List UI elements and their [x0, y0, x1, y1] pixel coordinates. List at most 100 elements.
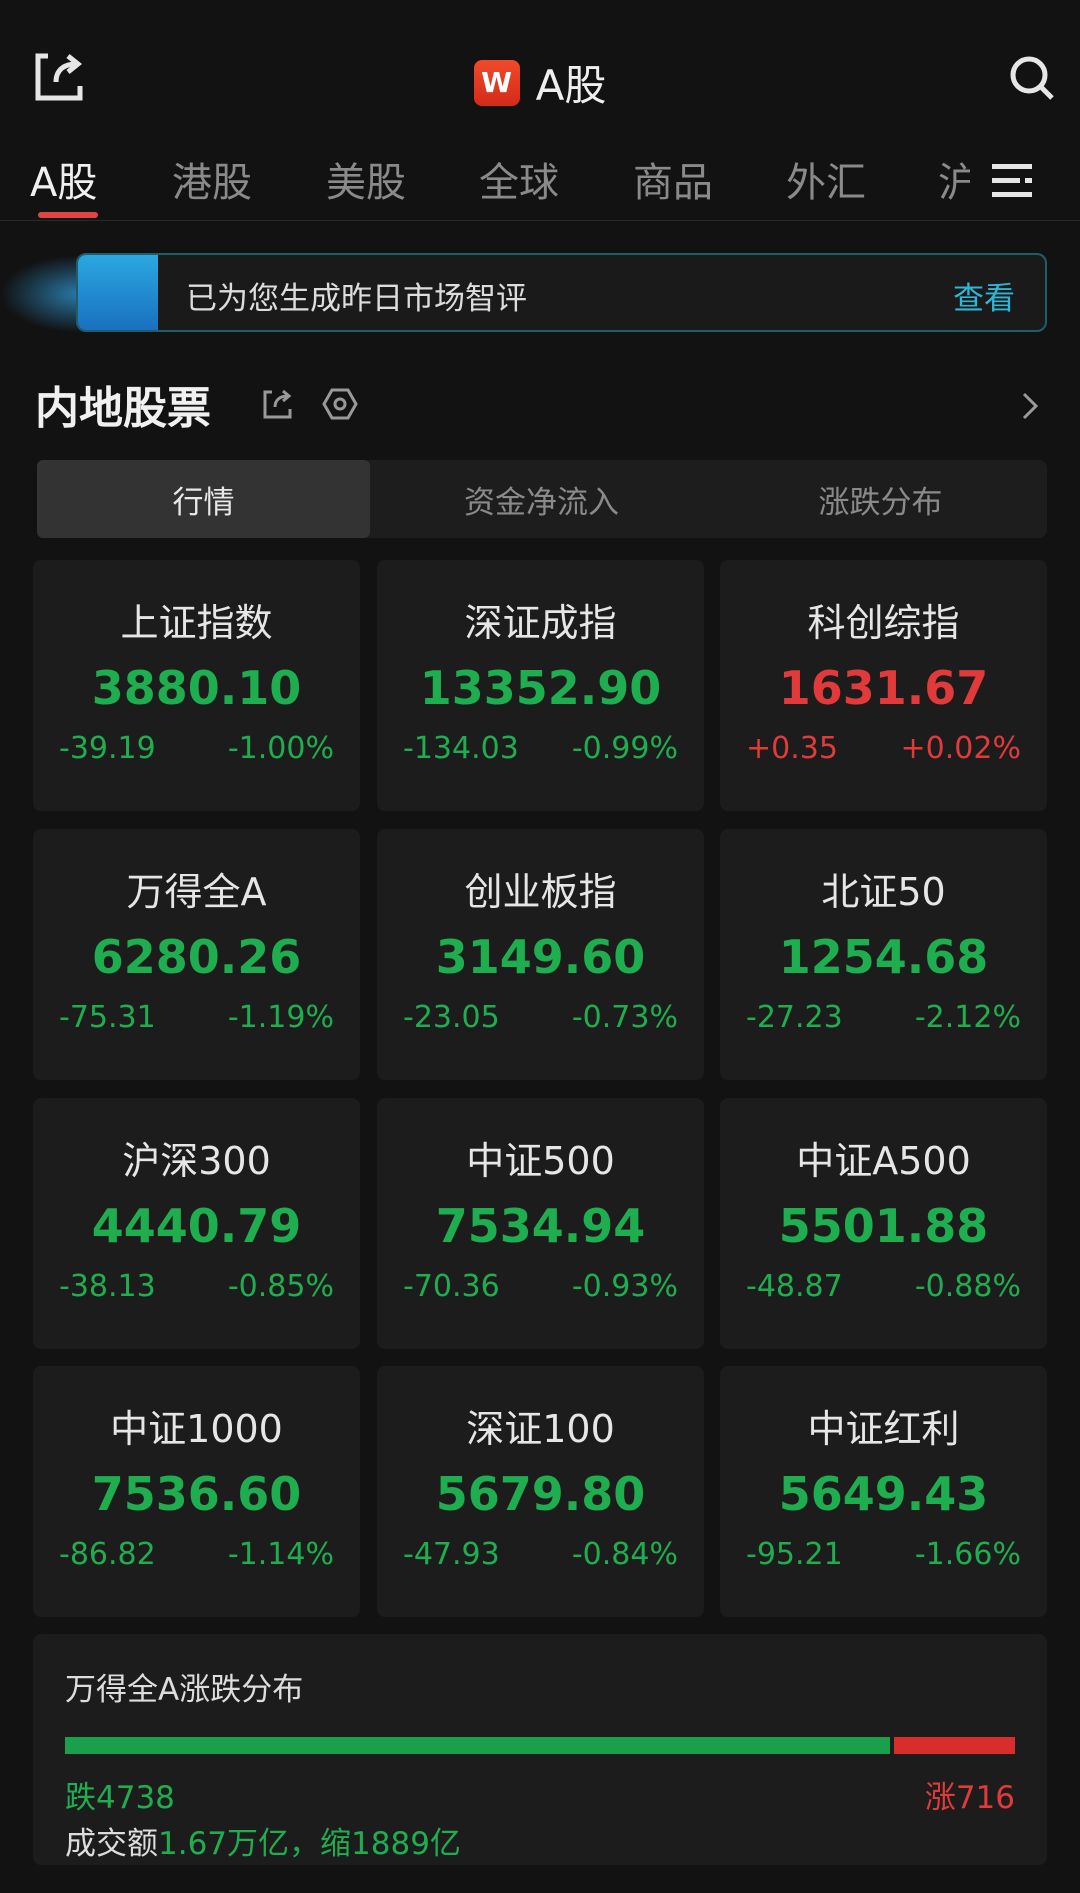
falls-bar-segment [65, 1737, 891, 1754]
index-change-pct: -1.14% [227, 1537, 334, 1572]
settings-icon [322, 388, 358, 420]
index-change-pct: -1.00% [227, 731, 334, 766]
index-card[interactable]: 万得全A 6280.26 -75.31 -1.19% [33, 829, 360, 1080]
section-share-button[interactable] [262, 388, 294, 424]
tab-forex[interactable]: 外汇 [786, 160, 866, 206]
index-price: 5649.43 [778, 1467, 989, 1521]
falls-count: 跌4738 [65, 1780, 175, 1816]
section-more-chevron[interactable] [1020, 390, 1040, 426]
index-price: 5501.88 [778, 1199, 989, 1253]
index-change: -27.23 [746, 1000, 843, 1035]
index-name: 中证1000 [110, 1407, 283, 1451]
turnover: 成交额1.67万亿，缩1889亿 [65, 1818, 461, 1863]
index-name: 中证红利 [807, 1407, 960, 1451]
index-change: -48.87 [746, 1269, 843, 1304]
segment-net-inflow[interactable]: 资金净流入 [464, 484, 619, 521]
index-card[interactable]: 上证指数 3880.10 -39.19 -1.00% [33, 560, 360, 811]
banner-text: 已为您生成昨日市场智评 [186, 281, 527, 317]
index-change: -38.13 [59, 1269, 156, 1304]
distribution-bar [65, 1737, 1015, 1754]
header-title: W A股 [0, 52, 1080, 113]
index-change-pct: -0.73% [571, 1000, 678, 1035]
index-change-pct: +0.02% [900, 731, 1021, 766]
index-price: 3880.10 [91, 661, 302, 715]
turnover-value: 1.67万亿，缩1889亿 [158, 1826, 461, 1862]
rises-bar-segment [894, 1737, 1015, 1754]
search-button[interactable] [1008, 54, 1056, 102]
rises-count: 涨716 [924, 1780, 1015, 1816]
index-change-pct: -0.85% [227, 1269, 334, 1304]
index-price: 4440.79 [91, 1199, 302, 1253]
index-name: 中证500 [466, 1139, 615, 1183]
index-card[interactable]: 中证红利 5649.43 -95.21 -1.66% [720, 1366, 1047, 1617]
chevron-right-icon [1022, 392, 1039, 420]
tabs-divider [0, 220, 1080, 221]
tab-global[interactable]: 全球 [479, 160, 559, 206]
index-price: 3149.60 [435, 930, 646, 984]
index-price: 1631.67 [778, 661, 989, 715]
market-tabs: A股 港股 美股 全球 商品 外汇 沪 [0, 150, 1080, 220]
ai-review-banner[interactable]: 已为您生成昨日市场智评 查看 [76, 253, 1047, 332]
index-card[interactable]: 科创综指 1631.67 +0.35 +0.02% [720, 560, 1047, 811]
index-card[interactable]: 北证50 1254.68 -27.23 -2.12% [720, 829, 1047, 1080]
wind-logo: W [473, 59, 520, 106]
share-button[interactable] [34, 52, 84, 102]
index-change: +0.35 [746, 731, 838, 766]
index-card[interactable]: 中证1000 7536.60 -86.82 -1.14% [33, 1366, 360, 1617]
segment-distribution[interactable]: 涨跌分布 [818, 484, 943, 521]
index-change-pct: -0.88% [914, 1269, 1021, 1304]
index-change: -23.05 [403, 1000, 500, 1035]
index-name: 科创综指 [807, 601, 960, 645]
index-change: -95.21 [746, 1537, 843, 1572]
index-card[interactable]: 沪深300 4440.79 -38.13 -0.85% [33, 1098, 360, 1349]
index-card[interactable]: 中证A500 5501.88 -48.87 -0.88% [720, 1098, 1047, 1349]
index-change-pct: -0.99% [571, 731, 678, 766]
banner-accent [78, 255, 158, 330]
tab-commodities[interactable]: 商品 [633, 160, 713, 206]
index-change: -47.93 [403, 1537, 500, 1572]
index-change-pct: -0.84% [571, 1537, 678, 1572]
share-icon [35, 53, 83, 101]
index-name: 上证指数 [120, 601, 273, 645]
index-name: 创业板指 [464, 870, 617, 914]
menu-icon [992, 164, 1032, 197]
index-price: 7536.60 [91, 1467, 302, 1521]
index-change-pct: -1.19% [227, 1000, 334, 1035]
index-card[interactable]: 创业板指 3149.60 -23.05 -0.73% [377, 829, 704, 1080]
index-name: 万得全A [126, 870, 267, 914]
section-settings-button[interactable] [322, 386, 358, 426]
page-title: A股 [535, 61, 607, 110]
search-icon [1010, 56, 1054, 100]
index-change: -39.19 [59, 731, 156, 766]
tab-hk[interactable]: 港股 [172, 160, 252, 206]
tab-us[interactable]: 美股 [326, 160, 406, 206]
share-icon [263, 389, 292, 419]
index-name: 中证A500 [796, 1139, 971, 1183]
index-card[interactable]: 中证500 7534.94 -70.36 -0.93% [377, 1098, 704, 1349]
index-change: -134.03 [403, 731, 519, 766]
index-change-pct: -2.12% [914, 1000, 1021, 1035]
banner-glow [0, 255, 80, 333]
distribution-card[interactable]: 万得全A涨跌分布 跌4738 涨716 成交额1.67万亿，缩1889亿 [33, 1634, 1047, 1865]
index-price: 13352.90 [419, 661, 662, 715]
index-card[interactable]: 深证成指 13352.90 -134.03 -0.99% [377, 560, 704, 811]
view-segmented-control: 行情 资金净流入 涨跌分布 [37, 460, 1047, 538]
tab-more-partial[interactable]: 沪 [938, 160, 970, 206]
index-price: 6280.26 [91, 930, 302, 984]
index-card[interactable]: 深证100 5679.80 -47.93 -0.84% [377, 1366, 704, 1617]
index-change-pct: -0.93% [571, 1269, 678, 1304]
active-tab-indicator [38, 212, 98, 218]
index-change-pct: -1.66% [914, 1537, 1021, 1572]
index-price: 7534.94 [435, 1199, 646, 1253]
index-price: 1254.68 [778, 930, 989, 984]
index-name: 沪深300 [122, 1139, 271, 1183]
turnover-label: 成交额 [65, 1826, 158, 1862]
index-price: 5679.80 [435, 1467, 646, 1521]
tab-a-shares[interactable]: A股 [30, 160, 98, 206]
menu-button[interactable] [992, 164, 1032, 198]
segment-quotes[interactable]: 行情 [37, 460, 370, 538]
index-change: -86.82 [59, 1537, 156, 1572]
index-name: 北证50 [821, 870, 946, 914]
view-link[interactable]: 查看 [953, 281, 1015, 317]
index-change: -75.31 [59, 1000, 156, 1035]
